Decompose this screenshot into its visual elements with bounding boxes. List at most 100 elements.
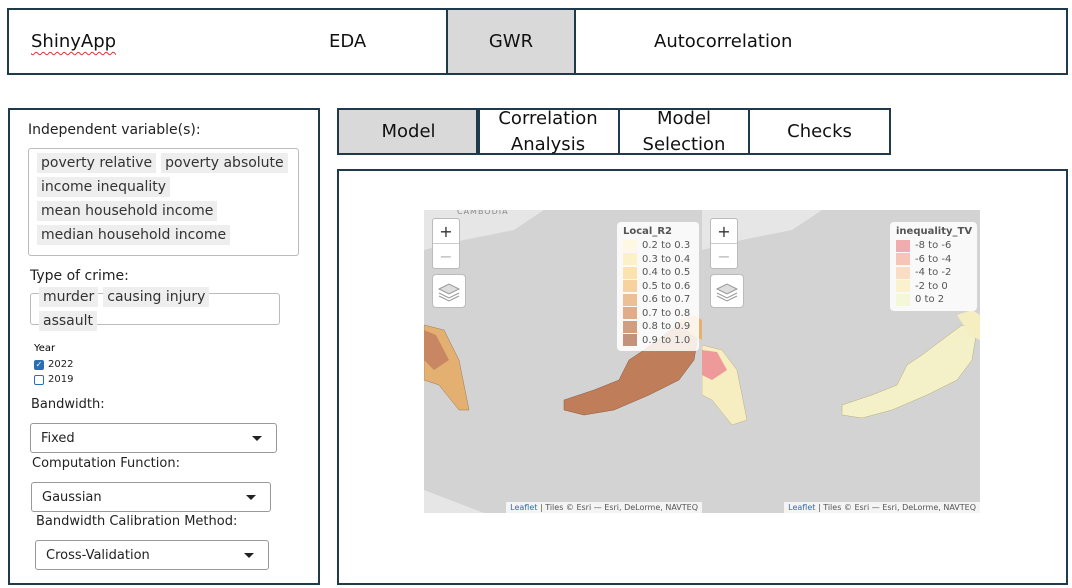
chip[interactable]: poverty absolute (161, 153, 288, 173)
label: Year (34, 343, 56, 354)
legend-swatch (896, 239, 910, 252)
layers-control[interactable] (710, 274, 744, 308)
legend-swatch (623, 266, 637, 279)
legend: Local_R2 0.2 to 0.3 0.3 to 0.4 0.4 to 0.5 0.… (617, 222, 699, 351)
legend-label: 0.8 to 0.9 (642, 321, 691, 333)
layers-icon (715, 283, 739, 302)
legend-item: -6 to -4 (896, 253, 971, 267)
nav-tab[interactable]: EDA (329, 31, 367, 52)
legend-label: -6 to -4 (915, 253, 952, 265)
legend-item: 0.5 to 0.6 (623, 280, 693, 294)
zoom-out[interactable]: − (717, 246, 731, 266)
legend: inequality_TV -8 to -6 -6 to -4 -4 to -2 -2 … (890, 222, 977, 311)
chip[interactable]: murder (39, 287, 99, 307)
nav-tab-active[interactable]: GWR (446, 10, 576, 73)
zoom-out[interactable]: − (439, 246, 453, 266)
select-label: Computation Function: (32, 456, 180, 471)
legend-label: 0 to 2 (915, 294, 945, 306)
legend-item: 0.8 to 0.9 (623, 320, 693, 334)
sidebar: Independent variable(s): poverty relativ… (8, 108, 320, 585)
nav-tab[interactable]: Autocorrelation (654, 31, 793, 52)
checkbox[interactable] (34, 374, 44, 385)
attribution: Leaflet | Tiles © Esri — Esri, DeLorme, … (506, 502, 702, 513)
subtab[interactable]: Correlation Analysis (476, 108, 620, 155)
legend-title: inequality_TV (896, 226, 973, 237)
chip[interactable]: causing injury (103, 287, 210, 307)
legend-item: 0.6 to 0.7 (623, 293, 693, 307)
legend-item: 0.7 to 0.8 (623, 307, 693, 321)
checkbox-label: 2022 (48, 359, 74, 370)
legend-swatch (623, 253, 637, 266)
select[interactable]: Cross-Validation (35, 540, 269, 570)
label: Independent variable(s): (28, 122, 201, 138)
subtab[interactable]: Model Selection (618, 108, 750, 155)
legend-item: 0.3 to 0.4 (623, 253, 693, 267)
brand[interactable]: ShinyApp (31, 31, 117, 52)
legend-item: -8 to -6 (896, 239, 971, 253)
attribution-text: | Tiles © Esri — Esri, DeLorme, NAVTEQ (817, 503, 976, 512)
legend-swatch (896, 253, 910, 266)
legend-label: 0.6 to 0.7 (642, 294, 691, 306)
legend-label: -8 to -6 (915, 240, 952, 252)
attribution-link[interactable]: Leaflet (788, 503, 816, 512)
layers-control[interactable] (432, 274, 466, 308)
map[interactable]: CAMBODIA + − Local_R2 0.2 to 0.3 0.3 to 0.4… (424, 210, 702, 513)
label: Type of crime: (30, 268, 129, 284)
legend-swatch (623, 280, 637, 293)
multi-select[interactable]: poverty relative poverty absolute income i… (28, 148, 299, 256)
legend-label: 0.3 to 0.4 (642, 253, 691, 265)
place-label: CAMBODIA (457, 210, 509, 216)
zoom-control: + − (710, 218, 738, 269)
legend-label: 0.5 to 0.6 (642, 280, 691, 292)
legend-label: 0.2 to 0.3 (642, 240, 691, 252)
map[interactable]: + − inequality_TV -8 to -6 -6 to -4 -4 to -2… (702, 210, 980, 513)
attribution-text: | Tiles © Esri — Esri, DeLorme, NAVTEQ (539, 503, 698, 512)
subtab[interactable]: Checks (748, 108, 891, 155)
legend-swatch (896, 293, 910, 306)
chip[interactable]: poverty relative (37, 153, 157, 173)
attribution-link[interactable]: Leaflet (510, 503, 538, 512)
zoom-control: + − (432, 218, 460, 269)
legend-label: -4 to -2 (915, 267, 952, 279)
chip[interactable]: income inequality (37, 177, 170, 197)
checkbox-group: ✓ 2022 2019 (34, 359, 73, 389)
legend-swatch (623, 239, 637, 252)
legend-label: 0.4 to 0.5 (642, 267, 691, 279)
legend-item: 0.2 to 0.3 (623, 239, 693, 253)
select[interactable]: Fixed (30, 423, 277, 453)
main-panel (337, 169, 1068, 585)
legend-item: -4 to -2 (896, 266, 971, 280)
legend-label: 0.9 to 1.0 (642, 334, 691, 346)
legend-swatch (623, 293, 637, 306)
select[interactable]: Gaussian (31, 482, 271, 512)
multi-select[interactable]: murder causing injury assault (30, 287, 280, 331)
chip[interactable]: assault (39, 311, 97, 331)
chip[interactable]: mean household income (37, 201, 218, 221)
checkbox[interactable]: ✓ (34, 359, 44, 370)
chip[interactable]: median household income (37, 225, 231, 245)
legend-swatch (623, 307, 637, 320)
select-label: Bandwidth: (31, 397, 105, 412)
legend-label: 0.7 to 0.8 (642, 307, 691, 319)
legend-item: 0 to 2 (896, 293, 971, 307)
legend-item: 0.9 to 1.0 (623, 334, 693, 348)
zoom-in[interactable]: + (711, 219, 737, 244)
zoom-in[interactable]: + (433, 219, 459, 244)
navbar: ShinyApp EDA GWR Autocorrelation (7, 8, 1068, 75)
legend-item: -2 to 0 (896, 280, 971, 294)
legend-swatch (896, 280, 910, 293)
subtab-active[interactable]: Model (337, 108, 480, 155)
attribution: Leaflet | Tiles © Esri — Esri, DeLorme, … (784, 502, 980, 513)
legend-title: Local_R2 (623, 226, 673, 237)
select-label: Bandwidth Calibration Method: (36, 514, 238, 529)
legend-swatch (623, 334, 637, 347)
checkbox-label: 2019 (48, 374, 74, 385)
legend-item: 0.4 to 0.5 (623, 266, 693, 280)
layers-icon (437, 283, 461, 302)
checkbox-row: ✓ 2022 (34, 359, 73, 370)
checkbox-row: 2019 (34, 374, 73, 385)
legend-swatch (623, 320, 637, 333)
legend-swatch (896, 266, 910, 279)
legend-label: -2 to 0 (915, 280, 948, 292)
